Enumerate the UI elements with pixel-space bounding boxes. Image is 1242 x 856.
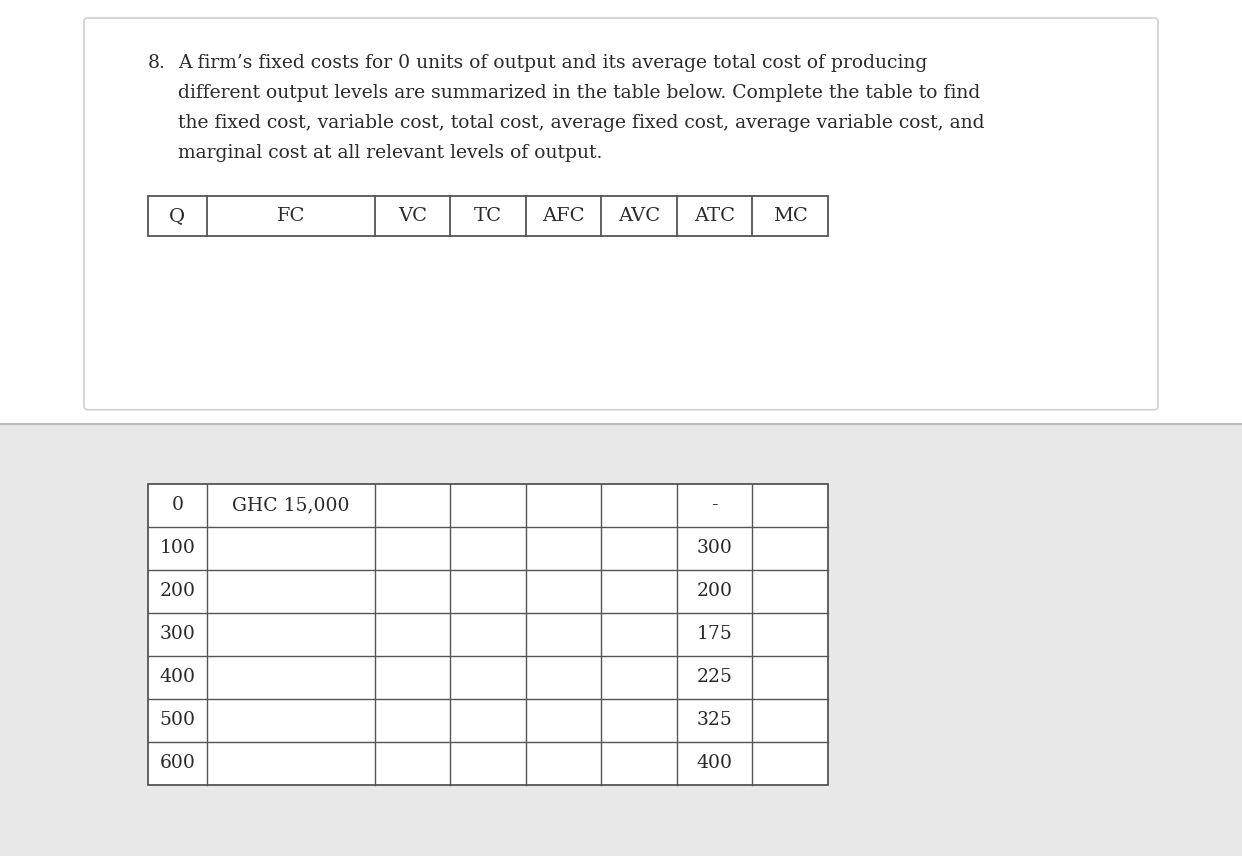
Text: -: - <box>712 496 718 514</box>
Text: ATC: ATC <box>694 207 735 225</box>
Text: 325: 325 <box>697 711 733 729</box>
Bar <box>148 484 828 785</box>
Text: 300: 300 <box>159 625 195 643</box>
Bar <box>128 464 848 805</box>
Text: AVC: AVC <box>619 207 661 225</box>
Text: A firm’s fixed costs for 0 units of output and its average total cost of produci: A firm’s fixed costs for 0 units of outp… <box>178 54 928 72</box>
Text: TC: TC <box>474 207 502 225</box>
Text: the fixed cost, variable cost, total cost, average fixed cost, average variable : the fixed cost, variable cost, total cos… <box>178 114 985 132</box>
Text: 175: 175 <box>697 625 733 643</box>
Text: 200: 200 <box>697 582 733 600</box>
Text: 300: 300 <box>697 539 733 557</box>
Text: AFC: AFC <box>543 207 585 225</box>
Text: different output levels are summarized in the table below. Complete the table to: different output levels are summarized i… <box>178 84 980 102</box>
Text: 600: 600 <box>159 754 195 772</box>
Bar <box>0 424 1242 856</box>
Text: 400: 400 <box>159 669 195 687</box>
Text: 0: 0 <box>171 496 184 514</box>
Text: Q: Q <box>169 207 185 225</box>
Text: 400: 400 <box>697 754 733 772</box>
Text: GHC 15,000: GHC 15,000 <box>232 496 349 514</box>
Text: 8.: 8. <box>148 54 166 72</box>
Text: 100: 100 <box>159 539 195 557</box>
Bar <box>0 0 1242 424</box>
Text: FC: FC <box>277 207 304 225</box>
Text: 200: 200 <box>159 582 195 600</box>
Text: 500: 500 <box>159 711 195 729</box>
Text: VC: VC <box>397 207 427 225</box>
Bar <box>148 196 828 236</box>
Text: marginal cost at all relevant levels of output.: marginal cost at all relevant levels of … <box>178 144 602 162</box>
FancyBboxPatch shape <box>84 18 1158 410</box>
Text: 225: 225 <box>697 669 733 687</box>
Text: MC: MC <box>773 207 807 225</box>
